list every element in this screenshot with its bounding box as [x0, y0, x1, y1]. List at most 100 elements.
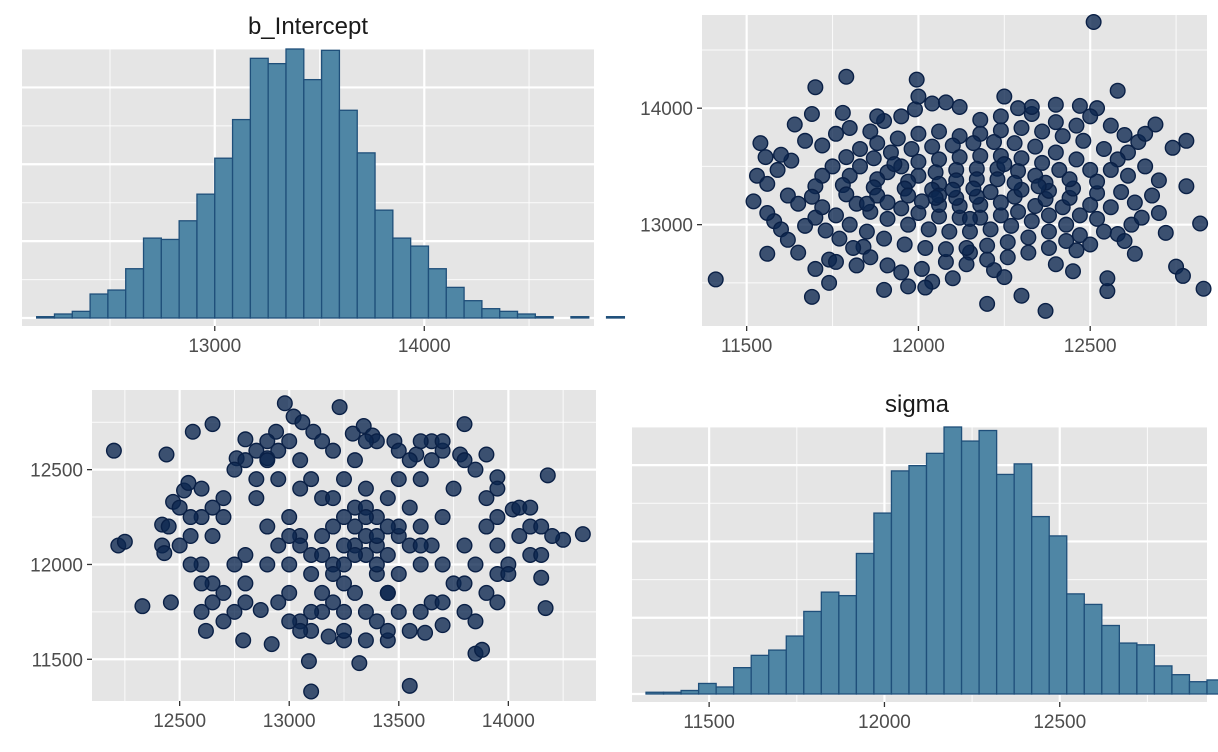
scatter-point [913, 260, 930, 277]
scatter-point [862, 123, 879, 140]
histogram-bar [445, 286, 465, 319]
scatter-point [445, 480, 462, 497]
scatter-point [434, 556, 451, 573]
scatter-point [924, 95, 941, 112]
scatter-point [412, 471, 429, 488]
scatter-point [456, 452, 473, 469]
histogram-bar [680, 689, 700, 695]
scatter-point [574, 526, 591, 543]
scatter-point [215, 613, 232, 630]
histogram-bar [231, 118, 252, 319]
scatter-point [336, 603, 353, 620]
scatter-point [390, 471, 407, 488]
scatter-point [1034, 123, 1051, 140]
scatter-point [1195, 280, 1212, 297]
scatter-point [1102, 161, 1119, 178]
scatter-point [1099, 270, 1116, 287]
scatter-point [1071, 207, 1088, 224]
scatter-point [889, 130, 906, 147]
x-tick-label: 13000 [263, 711, 316, 732]
scatter-point [757, 149, 774, 166]
histogram-bar [303, 78, 323, 319]
scatter-point [489, 594, 506, 611]
scatter-point [248, 471, 265, 488]
scatter-point [379, 490, 396, 507]
histogram-bar [89, 293, 109, 319]
scatter-point [1082, 236, 1099, 253]
histogram-bar [338, 109, 358, 319]
scatter-point [896, 236, 913, 253]
scatter-point [368, 613, 385, 630]
scatter-point [248, 442, 265, 459]
scatter-point [226, 603, 243, 620]
scatter-point [197, 622, 214, 639]
scatter-point [314, 584, 331, 601]
scatter-point [1089, 173, 1106, 190]
scatter-point [944, 270, 961, 287]
scatter-point [999, 249, 1016, 266]
scatter-point [827, 125, 844, 142]
scatter-point [1075, 132, 1092, 149]
histogram-bar [36, 316, 56, 319]
scatter-point [869, 135, 886, 152]
scatter-point [1095, 140, 1112, 157]
scatter-point [1089, 210, 1106, 227]
scatter-point [162, 594, 179, 611]
scatter-point [346, 452, 363, 469]
scatter-point [489, 537, 506, 554]
scatter-point [965, 135, 982, 152]
scatter-point [821, 274, 838, 291]
scatter-point [1192, 215, 1209, 232]
scatter-point [831, 230, 848, 247]
scatter-point [336, 509, 353, 526]
scatter-point [931, 123, 948, 140]
y-tick-label: 12500 [30, 461, 83, 482]
scatter-point [215, 584, 232, 601]
scatter-point [537, 600, 554, 617]
histogram-bar [1031, 515, 1050, 695]
scatter-point [292, 537, 309, 554]
scatter-point [1047, 144, 1064, 161]
scatter-point [281, 433, 298, 450]
histogram-bar [570, 316, 590, 319]
scatter-point [996, 156, 1013, 173]
scatter-point [1006, 174, 1023, 191]
scatter-point [982, 184, 999, 201]
scatter-point [171, 537, 188, 554]
scatter-point [876, 230, 893, 247]
histogram-bar [873, 512, 893, 695]
histogram-bar [1048, 535, 1068, 695]
histogram-bar [196, 193, 216, 319]
scatter-point [180, 474, 197, 491]
scatter-point [1119, 167, 1136, 184]
scatter-point [182, 528, 199, 545]
scatter-point [996, 88, 1013, 105]
scatter-point [1133, 209, 1150, 226]
scatter-point [511, 528, 528, 545]
scatter-point [865, 150, 882, 167]
scatter-point [786, 116, 803, 133]
histogram-bar [768, 649, 787, 695]
scatter-point [841, 216, 858, 233]
scatter-point [226, 556, 243, 573]
scatter-point [379, 518, 396, 535]
scatter-point [182, 509, 199, 526]
scatter-point [1164, 139, 1181, 156]
scatter-point [182, 556, 199, 573]
scatter-point [478, 518, 495, 535]
scatter-point [1034, 154, 1051, 171]
scatter-point [1013, 287, 1030, 304]
scatter-point [252, 601, 269, 618]
scatter-point [893, 264, 910, 281]
histogram-bar [427, 268, 447, 319]
scatter-point [1113, 184, 1130, 201]
scatter-point [1058, 216, 1075, 233]
scatter-point [759, 175, 776, 192]
scatter-point [401, 452, 418, 469]
scatter-point [357, 509, 374, 526]
scatter-point [999, 234, 1016, 251]
scatter-point [927, 189, 944, 206]
histogram-bar [838, 594, 858, 695]
scatter-point [237, 452, 254, 469]
